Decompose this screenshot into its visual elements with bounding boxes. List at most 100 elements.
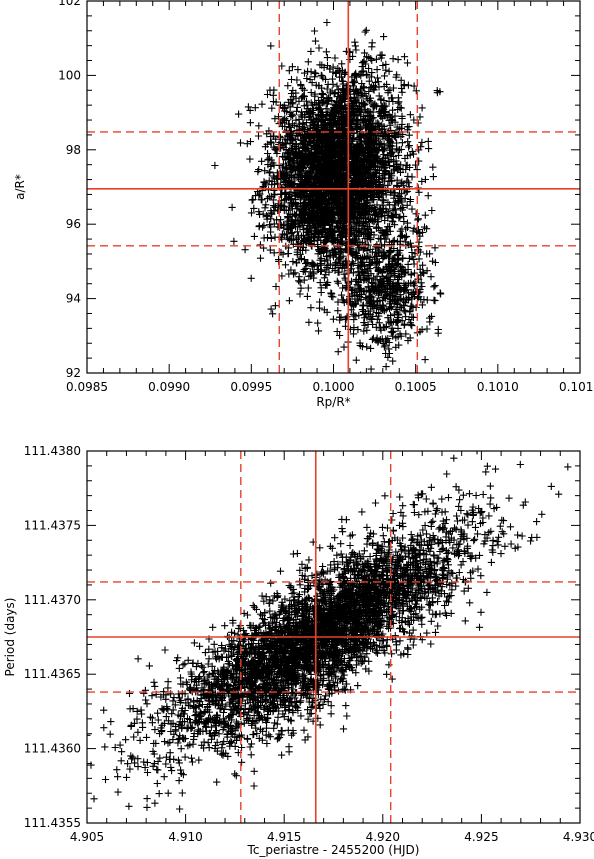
data-point [273, 216, 281, 224]
data-point [199, 663, 207, 671]
data-point [328, 75, 337, 83]
data-point [331, 54, 339, 62]
data-point [269, 91, 277, 99]
data-point [361, 28, 369, 36]
data-point [373, 66, 381, 74]
data-point [268, 104, 276, 112]
data-point [267, 305, 275, 313]
data-point [421, 211, 429, 219]
data-point [414, 119, 422, 127]
data-point [372, 55, 380, 63]
data-point [258, 196, 266, 204]
data-point [410, 116, 418, 124]
data-point [246, 155, 254, 163]
data-point [430, 283, 438, 291]
data-point [408, 205, 416, 213]
data-point [383, 113, 391, 121]
data-point [285, 67, 293, 75]
data-point [303, 292, 311, 300]
data-point [427, 312, 436, 320]
data-point [230, 237, 238, 245]
data-point [357, 72, 365, 80]
data-point [415, 255, 423, 263]
data-point [263, 234, 272, 242]
data-point [297, 80, 305, 89]
data-point [279, 152, 287, 160]
data-point [378, 212, 386, 220]
data-point [405, 141, 413, 150]
data-point [288, 110, 296, 118]
data-point [423, 296, 431, 304]
data-point [412, 87, 420, 95]
y-tick-label: 100 [58, 68, 81, 82]
y-tick-label: 98 [66, 143, 81, 157]
data-point [293, 259, 301, 267]
data-point [293, 76, 301, 84]
data-point [264, 149, 272, 158]
data-point [415, 243, 423, 251]
data-point [362, 70, 370, 78]
data-point [391, 221, 399, 229]
data-point [362, 26, 370, 34]
data-point [388, 324, 396, 332]
data-point [395, 151, 403, 159]
data-point [300, 69, 309, 77]
data-point [406, 111, 414, 119]
data-point [288, 236, 296, 244]
data-point [283, 116, 291, 124]
data-point [329, 315, 337, 323]
data-point [277, 144, 285, 152]
data-point [274, 713, 282, 721]
data-point [391, 112, 399, 120]
data-point [296, 278, 304, 286]
data-point [395, 146, 404, 154]
data-point [408, 173, 416, 181]
data-point [272, 146, 280, 154]
data-point [518, 532, 526, 540]
data-point [290, 122, 298, 130]
data-point [384, 198, 392, 207]
data-point [332, 69, 340, 77]
data-point [285, 297, 293, 305]
data-point [405, 131, 413, 139]
data-point [410, 82, 418, 90]
data-point [322, 48, 330, 56]
data-point [305, 318, 313, 326]
data-point [397, 161, 405, 169]
data-point [394, 192, 402, 200]
data-point [254, 132, 263, 140]
x-axis-label: Rp/R* [316, 395, 350, 409]
data-point [393, 318, 401, 326]
y-tick-label: 94 [66, 292, 81, 306]
data-point [323, 54, 331, 62]
data-point [276, 567, 285, 575]
data-point [359, 67, 367, 75]
data-point [271, 233, 279, 241]
data-point [286, 132, 294, 140]
y-tick-label: 102 [58, 0, 81, 8]
data-point [258, 100, 266, 108]
data-point [175, 777, 183, 785]
data-point [291, 269, 299, 277]
data-point [403, 177, 411, 185]
scatter-points [87, 451, 572, 813]
top-panel-rp-vs-a: 0.0985 0.0990 0.0995 0.1000 0.1005 0.1010 0.10… [13, 0, 594, 409]
data-point [397, 76, 405, 84]
data-point [153, 779, 161, 788]
data-point [404, 138, 412, 146]
data-point [130, 733, 138, 741]
data-point [427, 273, 435, 281]
data-point [270, 220, 278, 228]
data-point [373, 74, 382, 82]
x-tick-label: 0.1000 [313, 380, 355, 394]
data-point [403, 59, 412, 67]
data-point [402, 188, 410, 196]
data-point [294, 132, 302, 140]
data-point [475, 623, 484, 631]
data-point [405, 143, 413, 151]
data-point [380, 140, 388, 148]
data-point [244, 103, 252, 111]
data-point [250, 232, 258, 240]
data-point [256, 254, 265, 262]
